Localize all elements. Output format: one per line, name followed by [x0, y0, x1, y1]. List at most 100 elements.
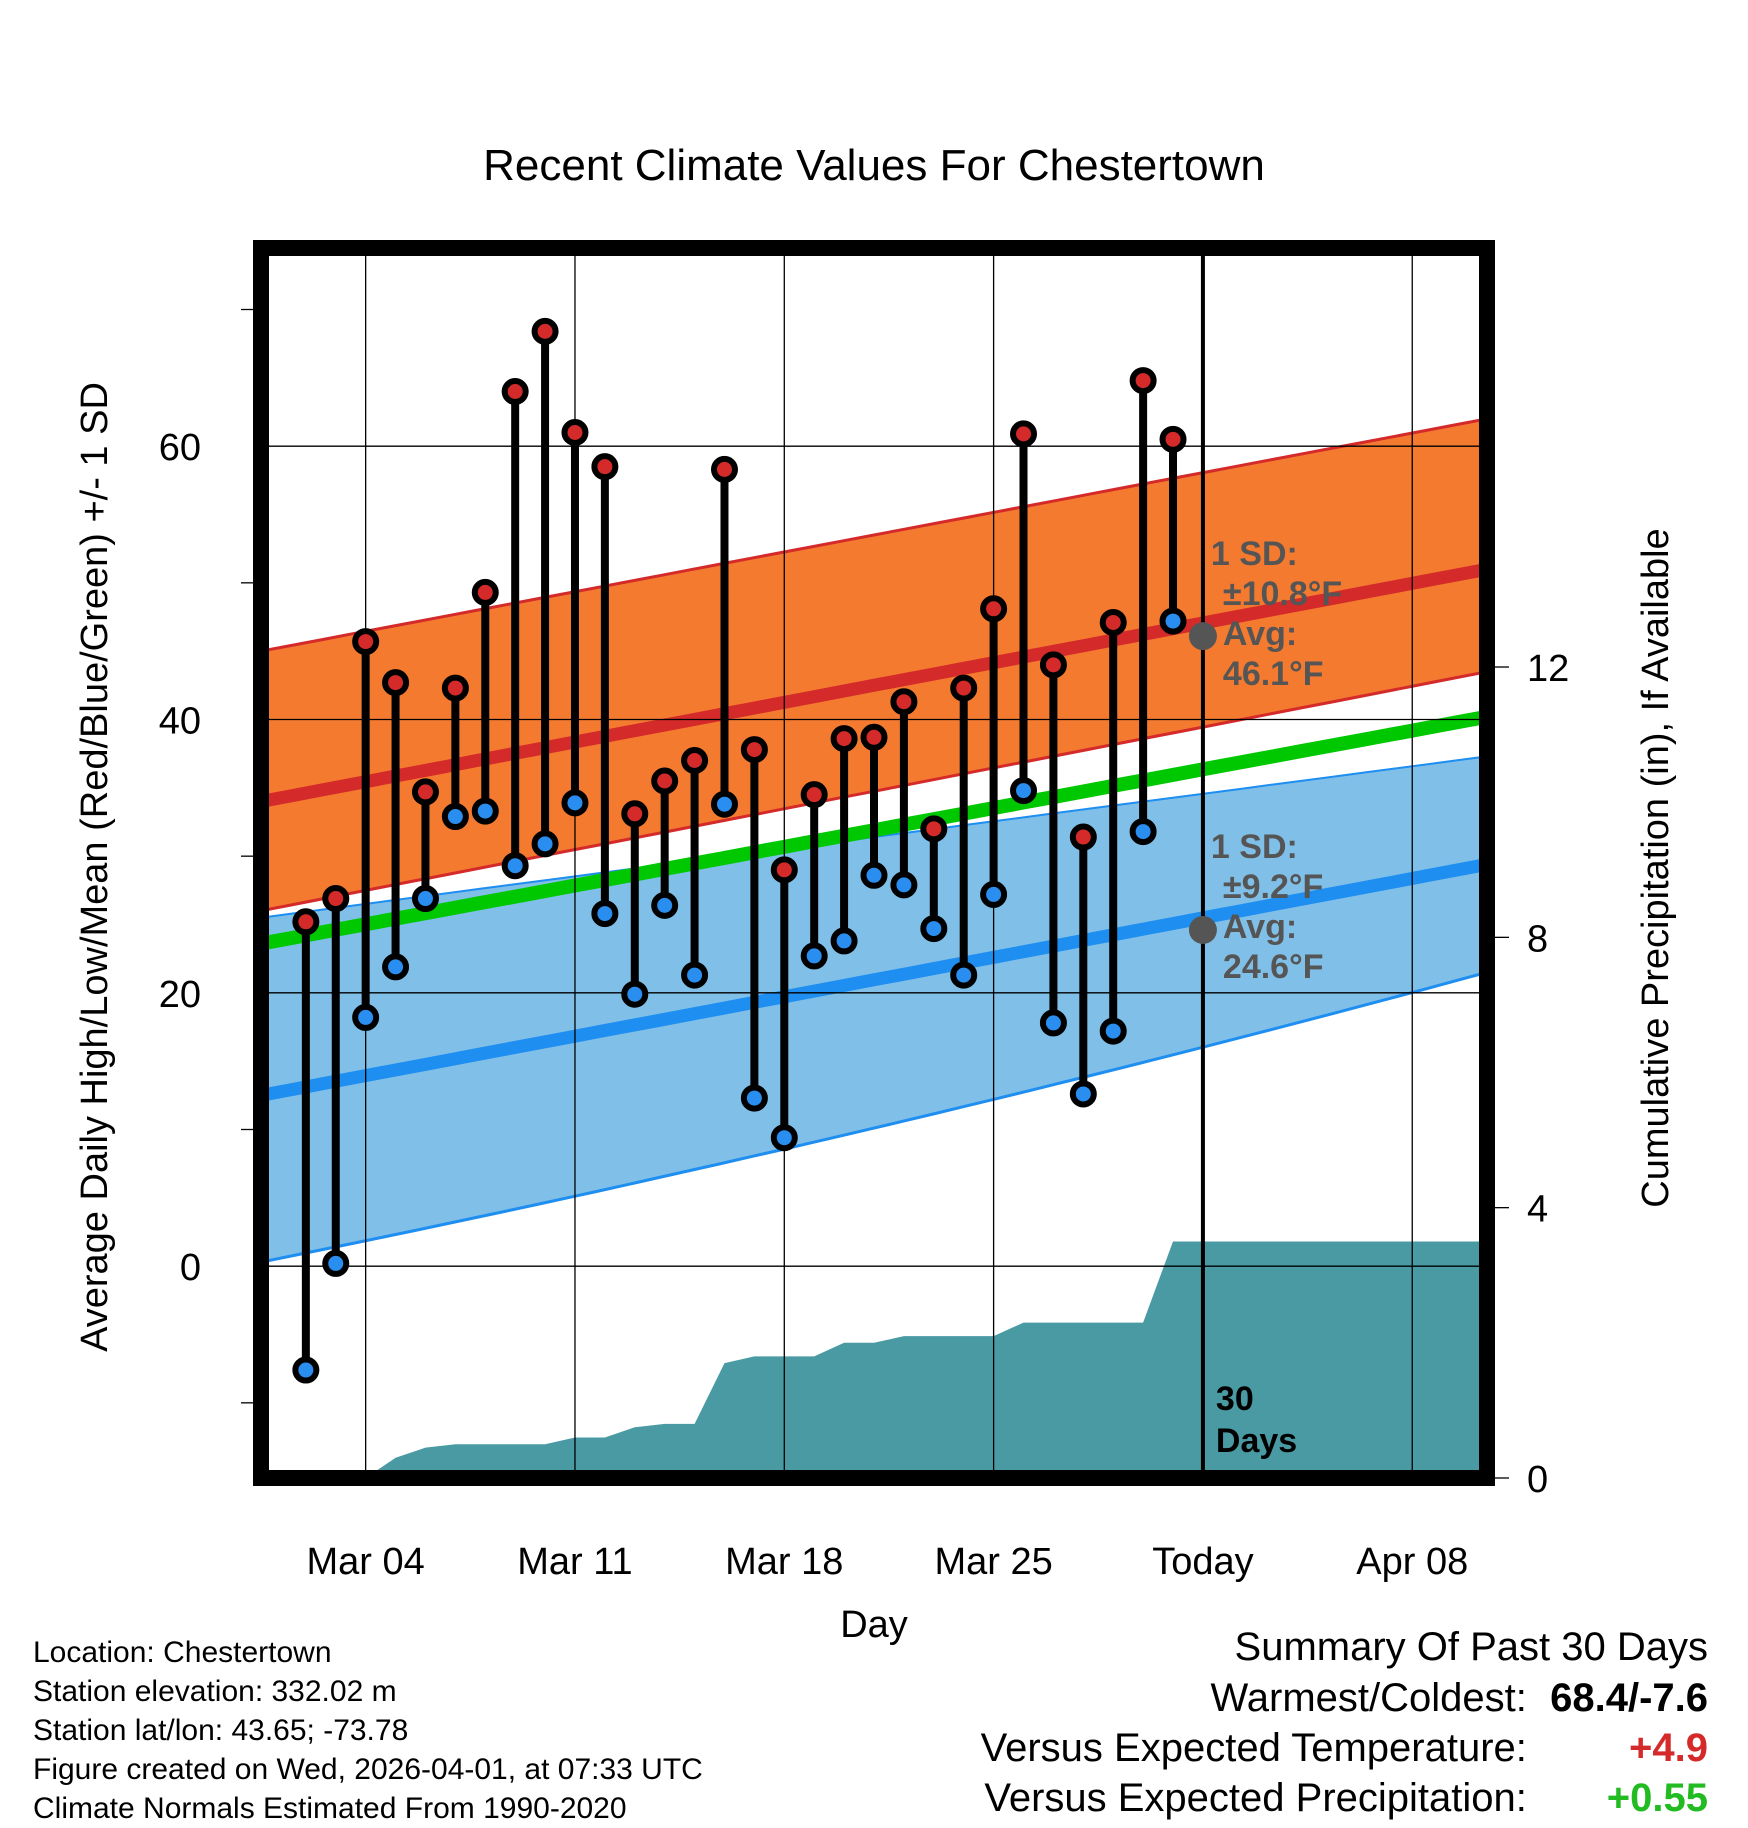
- daily-high-point: [471, 578, 499, 606]
- y-tick-label-right: 8: [1527, 918, 1548, 960]
- high-annotation-line: 1 SD:: [1211, 535, 1298, 573]
- daily-high-point: [770, 856, 798, 884]
- station-location: Location: Chestertown: [33, 1636, 332, 1669]
- y-axis-left-label: Average Daily High/Low/Mean (Red/Blue/Gr…: [74, 382, 116, 1352]
- daily-high-point: [830, 725, 858, 753]
- daily-high-point: [591, 453, 619, 481]
- y-tick-label-right: 0: [1527, 1459, 1548, 1501]
- y-tick-label-left: 20: [159, 974, 201, 1016]
- x-tick-label: Apr 08: [1356, 1541, 1468, 1583]
- daily-low-point: [352, 1003, 380, 1031]
- figure-created: Figure created on Wed, 2026-04-01, at 07…: [33, 1753, 703, 1786]
- summary-warmest-row: Warmest/Coldest: 68.4/-7.6: [1211, 1678, 1709, 1718]
- daily-high-point: [382, 669, 410, 697]
- daily-high-point: [740, 736, 768, 764]
- x-tick-label: Today: [1152, 1541, 1253, 1583]
- daily-low-point: [591, 900, 619, 928]
- y-tick-label-left: 0: [180, 1247, 201, 1289]
- daily-high-point: [621, 800, 649, 828]
- daily-low-point: [681, 961, 709, 989]
- daily-high-point: [561, 419, 589, 446]
- low-annotation-line: ±9.2°F: [1223, 868, 1323, 906]
- daily-low-point: [830, 927, 858, 955]
- daily-high-point: [681, 747, 709, 774]
- x-tick-label: Mar 25: [934, 1541, 1052, 1583]
- daily-high-point: [531, 317, 559, 345]
- summary-temp-row: Versus Expected Temperature: +4.9: [981, 1728, 1708, 1768]
- daily-low-point: [531, 830, 559, 858]
- days-label-line: 30: [1216, 1380, 1254, 1418]
- daily-low-point: [561, 789, 589, 817]
- precip-value: +0.55: [1606, 1776, 1708, 1820]
- daily-high-point: [501, 378, 529, 405]
- daily-low-point: [1010, 777, 1038, 805]
- daily-low-point: [950, 961, 978, 989]
- daily-low-point: [1069, 1080, 1097, 1108]
- daily-low-point: [441, 803, 469, 831]
- daily-high-point: [411, 778, 439, 806]
- daily-low-point: [770, 1124, 798, 1152]
- daily-low-point: [980, 880, 1008, 908]
- daily-low-point: [710, 790, 738, 818]
- plot-frame: [253, 240, 1495, 1486]
- high-annotation-line: 46.1°F: [1223, 655, 1324, 693]
- daily-low-point: [1099, 1017, 1127, 1045]
- daily-high-point: [292, 908, 320, 936]
- x-tick-label: Mar 11: [517, 1541, 632, 1583]
- y-tick-label-left: 40: [159, 701, 201, 743]
- daily-high-point: [950, 674, 978, 702]
- daily-high-point: [352, 628, 380, 656]
- daily-high-point: [651, 767, 679, 795]
- daily-low-point: [651, 891, 679, 919]
- y-tick-label-right: 12: [1527, 648, 1569, 690]
- daily-low-point: [1039, 1009, 1067, 1037]
- daily-high-point: [1159, 425, 1187, 453]
- low-avg-marker: [1188, 915, 1217, 944]
- x-tick-label: Mar 18: [725, 1541, 843, 1583]
- daily-high-point: [441, 674, 469, 702]
- daily-low-point: [411, 885, 439, 913]
- daily-high-point: [890, 688, 918, 716]
- daily-high-point: [322, 885, 350, 913]
- daily-high-point: [1099, 608, 1127, 636]
- low-annotation-line: 24.6°F: [1223, 948, 1324, 986]
- daily-high-point: [1010, 420, 1038, 448]
- temp-value: +4.9: [1629, 1726, 1708, 1770]
- warmest-label: Warmest/Coldest:: [1210, 1676, 1527, 1720]
- summary-title: Summary Of Past 30 Days: [1234, 1625, 1708, 1669]
- climate-normals: Climate Normals Estimated From 1990-2020: [33, 1792, 627, 1825]
- daily-low-point: [471, 797, 499, 825]
- daily-low-point: [322, 1249, 350, 1277]
- daily-high-point: [800, 781, 828, 809]
- low-annotation-line: 1 SD:: [1211, 828, 1298, 866]
- daily-high-point: [710, 455, 738, 483]
- daily-low-point: [920, 915, 948, 943]
- daily-low-point: [1129, 818, 1157, 846]
- low-mean-line: [261, 858, 1487, 1102]
- daily-low-point: [501, 852, 529, 880]
- high-avg-marker: [1188, 622, 1217, 651]
- daily-high-point: [920, 815, 948, 843]
- station-elevation: Station elevation: 332.02 m: [33, 1675, 397, 1708]
- daily-low-point: [890, 871, 918, 899]
- high-sd-upper-line: [261, 417, 1487, 653]
- chart-title: Recent Climate Values For Chestertown: [483, 141, 1265, 190]
- days-label-line: Days: [1216, 1422, 1297, 1460]
- precip-label: Versus Expected Precipitation:: [984, 1776, 1527, 1820]
- low-annotation-line: Avg:: [1223, 908, 1297, 946]
- daily-low-point: [292, 1356, 320, 1384]
- y-axis-right-label: Cumulative Precipitation (in), If Availa…: [1635, 528, 1677, 1207]
- precip-area: [261, 1241, 1487, 1478]
- plot-area: [261, 248, 1487, 1478]
- low-sd-lower-line: [261, 970, 1487, 1264]
- warmest-value: 68.4/-7.6: [1550, 1676, 1708, 1720]
- daily-low-point: [800, 942, 828, 970]
- station-latlon: Station lat/lon: 43.65; -73.78: [33, 1714, 409, 1747]
- daily-low-point: [740, 1084, 768, 1112]
- x-axis-label: Day: [840, 1604, 908, 1646]
- x-tick-label: Mar 04: [307, 1541, 425, 1583]
- summary-precip-row: Versus Expected Precipitation: +0.55: [984, 1778, 1708, 1818]
- high-mean-line: [261, 562, 1487, 808]
- daily-high-point: [1039, 651, 1067, 679]
